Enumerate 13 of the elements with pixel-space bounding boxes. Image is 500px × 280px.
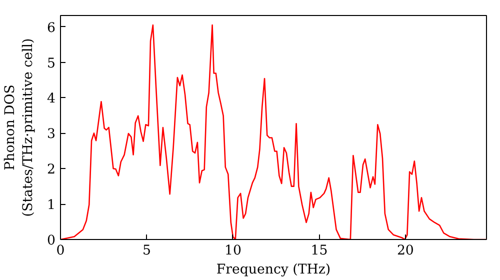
- y-tick-label: 3: [47, 127, 56, 142]
- y-tick-label: 4: [47, 92, 56, 107]
- y-tick-label: 2: [47, 162, 56, 178]
- x-tick-label: 5: [142, 244, 151, 258]
- y-tick-label: 1: [47, 198, 56, 214]
- y-tick-label: 5: [47, 56, 56, 72]
- y-tick-label: 6: [47, 20, 56, 36]
- x-tick-label: 20: [396, 244, 414, 258]
- x-tick-label: 10: [224, 244, 242, 258]
- x-axis-title: Frequency (THz): [216, 262, 331, 278]
- y-tick-label: 0: [47, 234, 56, 248]
- y-axis-title: Phonon DOS (States/THz·primitive cell): [3, 38, 36, 217]
- x-tick-label: 15: [310, 244, 328, 258]
